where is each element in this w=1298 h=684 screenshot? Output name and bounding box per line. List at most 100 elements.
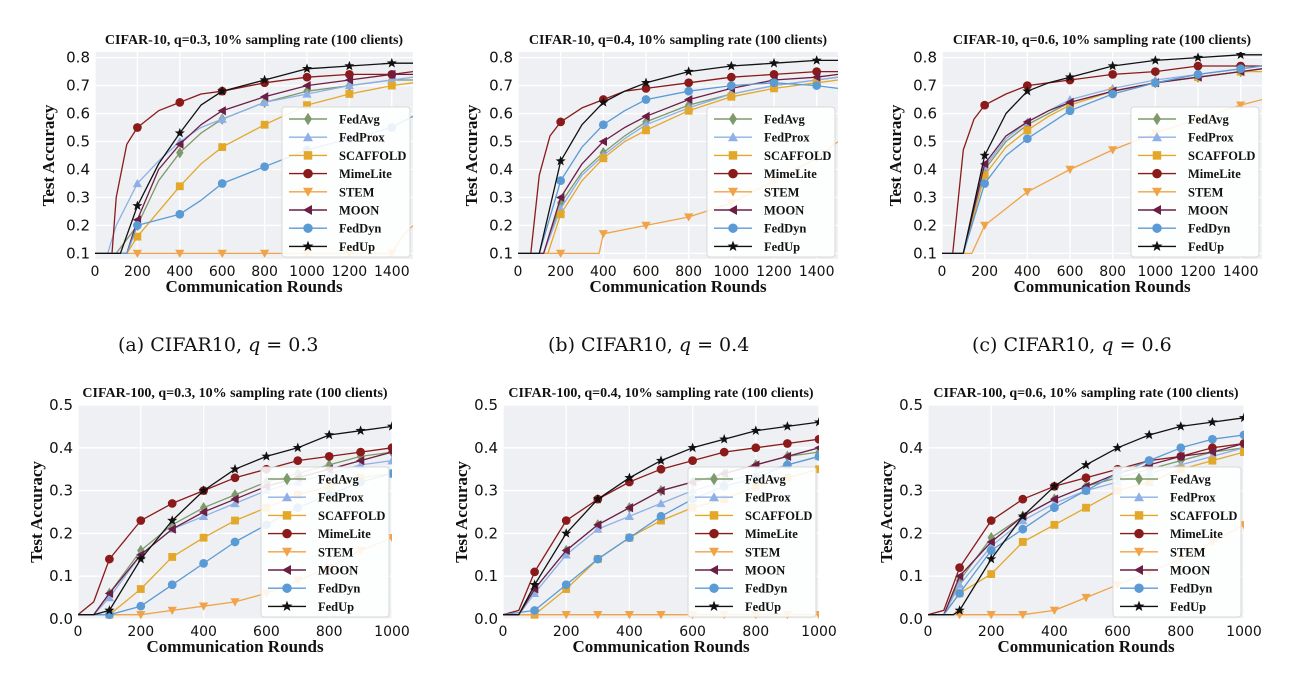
- x-tick-label: 1200: [1180, 264, 1216, 280]
- legend-marker-feddyn: [1134, 583, 1144, 593]
- y-axis-label: Test Accuracy: [27, 461, 46, 563]
- data-point-scaffold: [1240, 448, 1244, 456]
- data-point-moon: [684, 94, 693, 105]
- x-tick-label: 200: [553, 624, 580, 640]
- legend-marker-fedprox: [303, 132, 313, 142]
- data-point-feddyn: [136, 601, 146, 611]
- legend-label-fedprox: FedProx: [318, 491, 364, 505]
- data-point-mimelite: [684, 78, 694, 88]
- series-line-mimelite: [95, 70, 413, 255]
- legend-label-fedprox: FedProx: [745, 491, 791, 505]
- data-point-fedup: [1049, 481, 1060, 491]
- data-point-fedup: [198, 485, 209, 495]
- y-tick-label: 0.5: [474, 396, 498, 414]
- data-point-scaffold: [1082, 503, 1090, 512]
- x-tick-label: 0: [938, 264, 947, 280]
- x-tick-label: 600: [679, 624, 706, 640]
- data-point-fedup: [1207, 416, 1218, 427]
- legend-marker-fedavg: [710, 472, 718, 486]
- legend-marker-scaffold: [1134, 511, 1144, 520]
- data-point-fedprox: [656, 498, 666, 508]
- legend-label-stem: STEM: [745, 545, 781, 559]
- data-point-fedup: [1080, 459, 1092, 470]
- data-point-fedprox: [530, 588, 540, 597]
- data-point-fedprox: [387, 75, 397, 84]
- data-point-fedup: [324, 429, 335, 440]
- y-tick-label: 0.8: [66, 49, 90, 67]
- legend-label-fedprox: FedProx: [764, 131, 810, 145]
- legend-marker-stem: [282, 547, 292, 557]
- data-point-fedup: [687, 442, 698, 453]
- legend-marker-feddyn: [282, 583, 292, 593]
- x-tick-label: 800: [675, 264, 702, 280]
- legend-label-scaffold: SCAFFOLD: [1188, 149, 1255, 163]
- y-tick-label: 0.5: [899, 396, 923, 414]
- data-point-moon: [1049, 494, 1059, 504]
- data-point-fedup: [726, 60, 737, 71]
- x-tick-label: 400: [1014, 264, 1041, 280]
- y-tick-label: 0.4: [66, 160, 90, 178]
- legend-label-mimelite: MimeLite: [1188, 167, 1241, 181]
- data-point-stem: [598, 230, 608, 239]
- x-tick-label: 800: [742, 624, 769, 640]
- x-tick-label: 200: [971, 264, 998, 280]
- legend: FedAvg FedProx SCAFFOLD MimeLite STEM MOON Fed…: [1112, 466, 1242, 618]
- series-line-mimelite: [928, 442, 1244, 616]
- data-point-scaffold: [199, 533, 208, 542]
- legend: FedAvg FedProx SCAFFOLD MimeLite STEM MOON Fed…: [1130, 106, 1260, 258]
- data-point-fedup: [592, 493, 603, 504]
- data-point-fedup: [292, 442, 303, 453]
- data-point-feddyn: [1239, 430, 1244, 440]
- data-point-feddyn: [1150, 78, 1160, 88]
- legend-marker-moon: [709, 565, 718, 575]
- y-tick-label: 0.4: [899, 439, 923, 457]
- x-axis-label: Communication Rounds: [589, 277, 767, 296]
- chart-title: CIFAR-10, q=0.4, 10% sampling rate (100 …: [529, 33, 828, 48]
- legend-marker-fedup: [281, 600, 293, 612]
- legend-marker-mimelite: [282, 528, 292, 539]
- data-point-moon: [175, 139, 184, 149]
- x-tick-label: 400: [590, 264, 617, 280]
- x-tick-label: 200: [547, 264, 574, 280]
- data-point-feddyn: [1065, 106, 1075, 116]
- x-tick-label: 1000: [374, 624, 410, 640]
- legend-marker-mimelite: [709, 528, 719, 539]
- y-tick-label: 0.6: [66, 105, 90, 123]
- data-point-fedup: [986, 553, 997, 564]
- x-tick-label: 800: [1167, 624, 1194, 640]
- data-point-mimelite: [133, 123, 142, 132]
- x-tick-label: 0: [74, 624, 83, 640]
- data-point-scaffold: [133, 232, 142, 241]
- y-tick-label: 0.3: [66, 188, 90, 206]
- x-tick-label: 400: [190, 624, 217, 640]
- data-point-feddyn: [167, 580, 177, 590]
- legend-marker-mimelite: [303, 168, 313, 179]
- data-point-fedup: [1064, 71, 1076, 82]
- chart-title: CIFAR-10, q=0.3, 10% sampling rate (100 …: [105, 33, 404, 48]
- data-point-mimelite: [783, 439, 792, 448]
- x-tick-label: 1000: [1138, 264, 1174, 280]
- chart-panel-2: 0 200 400 600 800 1000 1200 1400 0.1 0.2 0.3 0.4 0.5…: [462, 33, 838, 296]
- legend-box: [706, 106, 836, 258]
- data-point-scaffold: [218, 143, 227, 152]
- data-point-fedprox: [230, 498, 240, 508]
- legend-marker-fedup: [302, 240, 314, 252]
- legend-label-fedavg: FedAvg: [339, 113, 380, 127]
- legend-label-fedup: FedUp: [1170, 600, 1206, 614]
- data-point-scaffold: [136, 585, 145, 593]
- legend-box: [1112, 466, 1242, 618]
- chart-panel-6: 0 200 400 600 800 1000 0.0 0.1 0.2 0.3 0.4 0.5 CIFAR…: [877, 386, 1262, 656]
- legend-marker-fedavg: [729, 112, 737, 126]
- x-axis-label: Communication Rounds: [165, 277, 343, 296]
- legend-label-moon: MOON: [764, 204, 804, 218]
- data-point-moon: [656, 486, 665, 496]
- data-point-stem: [1065, 165, 1075, 175]
- data-point-scaffold: [1208, 456, 1217, 465]
- data-point-moon: [230, 494, 239, 504]
- legend-marker-feddyn: [1152, 223, 1162, 233]
- y-tick-label: 0.7: [66, 77, 90, 95]
- data-point-stem: [132, 249, 142, 259]
- data-point-mimelite: [751, 443, 761, 453]
- legend-label-fedup: FedUp: [339, 240, 375, 254]
- data-point-fedup: [1022, 85, 1033, 96]
